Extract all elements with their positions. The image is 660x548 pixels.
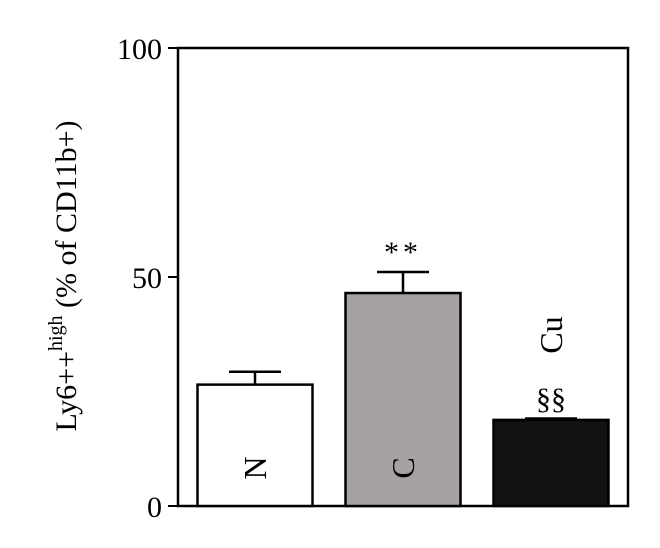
y-tick-label: 100 xyxy=(117,33,162,66)
bar-n xyxy=(196,383,314,508)
bar-cu xyxy=(492,418,610,508)
y-axis-label-superscript: high xyxy=(45,315,67,351)
bar-category-label: Cu xyxy=(533,316,569,353)
y-tick-label: 50 xyxy=(132,262,162,295)
bars: N C ** §§ Cu xyxy=(196,236,610,508)
bar-category-label: N xyxy=(237,456,273,479)
y-tick-label: 0 xyxy=(147,491,162,524)
significance-marker: ** xyxy=(384,236,422,269)
bar-category-label: C xyxy=(385,457,421,478)
y-axis-label-suffix: (% of CD11b+) xyxy=(50,120,83,315)
y-axis-label: Ly6++high (% of CD11b+) xyxy=(45,120,83,431)
significance-marker: §§ xyxy=(536,383,566,416)
y-axis-label-main: Ly6++ xyxy=(50,351,83,432)
bar-c xyxy=(344,291,462,508)
